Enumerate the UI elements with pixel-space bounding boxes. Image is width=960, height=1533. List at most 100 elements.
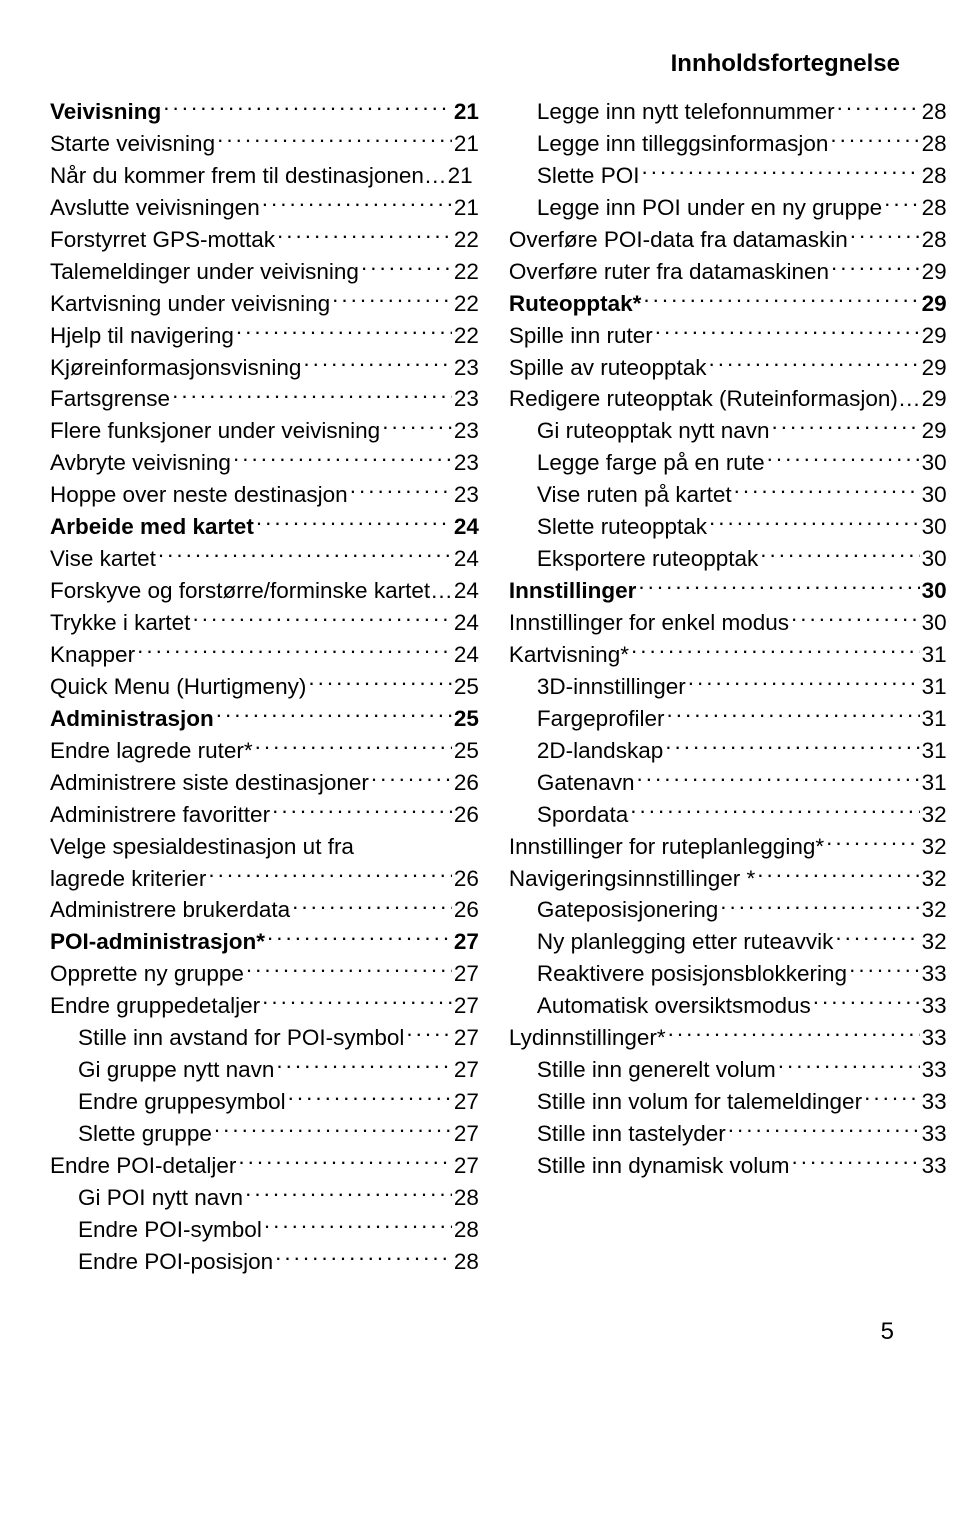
toc-entry-label: Spille inn ruter [509,320,653,352]
toc-entry-page: 30 [922,479,947,511]
toc-entry: Overføre POI-data fra datamaskin28 [509,224,947,256]
toc-entry: Hjelp til navigering 22 [50,320,479,352]
toc-entry-page: 23 [454,447,479,479]
toc-entry-label: Legge inn tilleggsinformasjon [537,128,828,160]
toc-entry: Legge inn tilleggsinformasjon 28 [509,128,947,160]
toc-entry-label: Endre gruppesymbol [78,1086,286,1118]
toc-entry-page: 31 [922,671,947,703]
toc-entry: Administrasjon25 [50,703,479,735]
toc-leader [757,863,919,886]
toc-entry: Velge spesialdestinasjon ut fra [50,831,479,863]
toc-entry: Redigere ruteopptak (Ruteinformasjon)...… [509,383,947,415]
toc-entry-page: 30 [922,543,947,575]
toc-entry-label: Endre POI-detaljer [50,1150,236,1182]
toc-entry-page: 33 [922,958,947,990]
toc-entry-label: Stille inn generelt volum [537,1054,776,1086]
toc-entry-page: 30 [922,447,947,479]
toc-entry-label: Hoppe over neste destinasjon [50,479,348,511]
toc-entry-label: Endre lagrede ruter* [50,735,253,767]
toc-leader [361,256,452,279]
toc-leader [813,991,920,1014]
toc-entry-label: Opprette ny gruppe [50,958,244,990]
toc-entry: Avbryte veivisning23 [50,447,479,479]
toc-entry-page: 33 [922,1054,947,1086]
toc-leader [214,1119,452,1142]
toc-leader [849,959,920,982]
toc-entry-page: 23 [454,479,479,511]
toc-entry: 3D-innstillinger 31 [509,671,947,703]
toc-entry-label: Hjelp til navigering [50,320,234,352]
toc-leader [655,320,920,343]
toc-entry-label: Vise kartet [50,543,156,575]
toc-entry-page: 29 [922,320,947,352]
toc-entry-page: 30 [922,511,947,543]
toc-entry: Forstyrret GPS-mottak22 [50,224,479,256]
toc-leader [643,288,919,311]
toc-entry: Forskyve og forstørre/forminske kartet..… [50,575,479,607]
toc-entry: Gi gruppe nytt navn 27 [50,1054,479,1086]
toc-entry-page: 32 [922,894,947,926]
toc-entry-label: Gi gruppe nytt navn [78,1054,274,1086]
toc-entry: Veivisning21 [50,96,479,128]
toc-leader [709,512,920,535]
toc-entry: Gateposisjonering32 [509,894,947,926]
toc-entry: Opprette ny gruppe 27 [50,958,479,990]
toc-entry-label: Eksportere ruteopptak [537,543,758,575]
toc-entry: Vise kartet24 [50,543,479,575]
toc-entry-label: Ruteopptak* [509,288,642,320]
toc-entry-label: Stille inn avstand for POI-symbol [78,1022,404,1054]
toc-entry: Slette ruteopptak30 [509,511,947,543]
toc-entry-page: 32 [922,799,947,831]
toc-entry-page: 28 [454,1182,479,1214]
toc-entry-page: 32 [922,831,947,863]
toc-entry-label: Gatenavn [537,767,635,799]
toc-entry-page: 30 [922,575,947,607]
toc-entry: Spille inn ruter 29 [509,320,947,352]
toc-entry-page: 23 [454,352,479,384]
toc-entry-label: lagrede kriterier [50,863,206,895]
toc-entry-page: 24 [454,511,479,543]
toc-leader [137,639,452,662]
toc-entry-label: Ny planlegging etter ruteavvik [537,926,833,958]
toc-leader [303,352,452,375]
toc-entry-label: Vise ruten på kartet [537,479,732,511]
toc-entry: Administrere favoritter26 [50,799,479,831]
toc-entry-label: Redigere ruteopptak (Ruteinformasjon) [509,383,898,415]
toc-entry: Navigeringsinnstillinger *32 [509,863,947,895]
toc-leader [350,480,452,503]
toc-entry-page: 28 [922,96,947,128]
toc-entry-page: 29 [922,415,947,447]
toc-entry: Når du kommer frem til destinasjonen...2… [50,160,479,192]
toc-leader [864,1087,920,1110]
toc-entry-label: Spordata [537,799,628,831]
toc-entry-page: 31 [922,767,947,799]
toc-entry-label: Automatisk oversiktsmodus [537,990,811,1022]
toc-entry-page: 22 [454,256,479,288]
toc-entry-page: 28 [922,128,947,160]
toc-entry-label: POI-administrasjon* [50,926,265,958]
toc-entry: Legge farge på en rute30 [509,447,947,479]
toc-leader [831,256,920,279]
toc-leader [406,1023,451,1046]
toc-entry: Legge inn POI under en ny gruppe28 [509,192,947,224]
toc-entry: Automatisk oversiktsmodus33 [509,990,947,1022]
toc-entry: Stille inn tastelyder 33 [509,1118,947,1150]
toc-entry-label: Når du kommer frem til destinasjonen [50,160,424,192]
toc-entry: Spordata 32 [509,799,947,831]
toc-entry: Innstillinger for enkel modus30 [509,607,947,639]
toc-leader [262,192,452,215]
toc-leader [158,544,452,567]
toc-entry-page: 27 [454,990,479,1022]
toc-entry-page: 33 [922,1118,947,1150]
toc-entry-page: 27 [454,958,479,990]
toc-entry: Innstillinger for ruteplanlegging*32 [509,831,947,863]
toc-leader [267,927,452,950]
toc-leader [772,416,920,439]
toc-entry-page: 22 [454,320,479,352]
toc-entry-label: Administrere brukerdata [50,894,290,926]
toc-entry-label: Stille inn tastelyder [537,1118,726,1150]
toc-entry-label: 3D-innstillinger [537,671,686,703]
toc-entry-page: 27 [454,1054,479,1086]
toc-leader [172,384,452,407]
toc-leader [631,639,920,662]
